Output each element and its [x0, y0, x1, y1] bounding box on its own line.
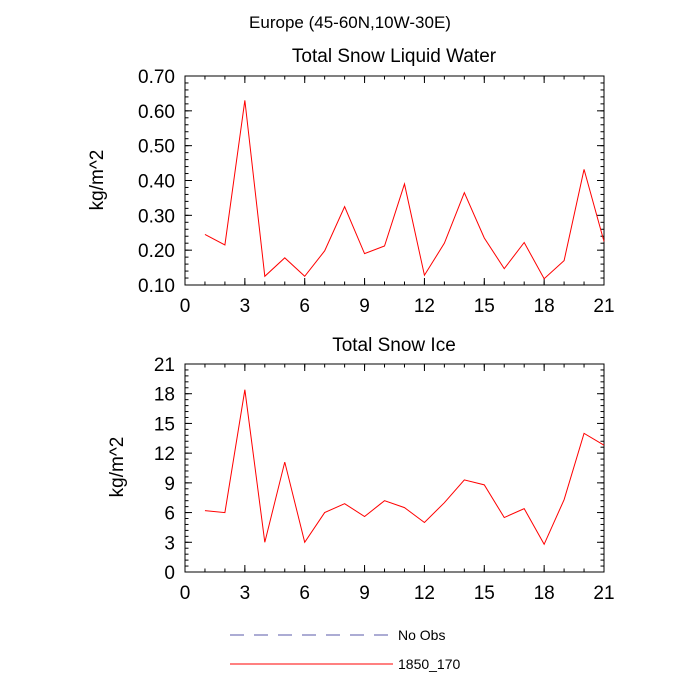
y-tick-label: 9	[164, 474, 175, 495]
y-tick-label: 0.40	[138, 172, 175, 193]
x-tick-label: 21	[593, 296, 614, 317]
y-tick-label: 18	[154, 385, 175, 406]
plot-frame	[184, 363, 605, 573]
x-tick-label: 12	[414, 296, 435, 317]
y-tick-label: 0.70	[138, 67, 175, 88]
legend: No Obs 1850_170	[230, 627, 461, 672]
y-tick-label: 0.20	[138, 241, 175, 262]
y-tick-label: 0.50	[138, 137, 175, 158]
y-tick-label: 21	[154, 355, 175, 376]
y-tick-label: 12	[154, 444, 175, 465]
x-tick-label: 15	[474, 583, 495, 604]
x-tick-label: 9	[359, 296, 370, 317]
series-line	[204, 100, 605, 280]
y-tick-label: 3	[164, 533, 175, 554]
y-tick-label: 0.10	[138, 276, 175, 297]
legend-label: 1850_170	[398, 656, 461, 672]
chart-title: Total Snow Ice	[332, 335, 456, 356]
panel-snow-ice: Total Snow Ice kg/m^2 0 3 6 9 12 15 18 21 0 3 6 9 12…	[107, 335, 615, 604]
series-line	[204, 389, 605, 546]
figure-title: Europe (45-60N,10W-30E)	[249, 13, 451, 32]
y-tick-label: 15	[154, 414, 175, 435]
x-tick-label: 12	[414, 583, 435, 604]
y-tick-label: 0.60	[138, 102, 175, 123]
x-tick-label: 15	[474, 296, 495, 317]
x-tick-label: 0	[180, 583, 191, 604]
y-axis-label: kg/m^2	[107, 437, 128, 498]
x-tick-label: 6	[299, 583, 310, 604]
panel-snow-liquid-water: Total Snow Liquid Water kg/m^2 0 3 6 9 12 15 1…	[87, 46, 615, 317]
legend-label: No Obs	[398, 627, 445, 643]
x-tick-label: 6	[299, 296, 310, 317]
x-tick-label: 3	[240, 296, 251, 317]
x-tick-label: 18	[534, 296, 555, 317]
x-tick-label: 3	[240, 583, 251, 604]
x-tick-label: 9	[359, 583, 370, 604]
x-tick-label: 0	[180, 296, 191, 317]
plot-frame	[184, 75, 605, 286]
x-tick-label: 21	[593, 583, 614, 604]
x-tick-label: 18	[534, 583, 555, 604]
chart-title: Total Snow Liquid Water	[292, 46, 497, 67]
y-tick-label: 0.30	[138, 206, 175, 227]
y-axis-label: kg/m^2	[87, 150, 108, 211]
y-tick-label: 0	[164, 563, 175, 584]
y-tick-label: 6	[164, 504, 175, 525]
